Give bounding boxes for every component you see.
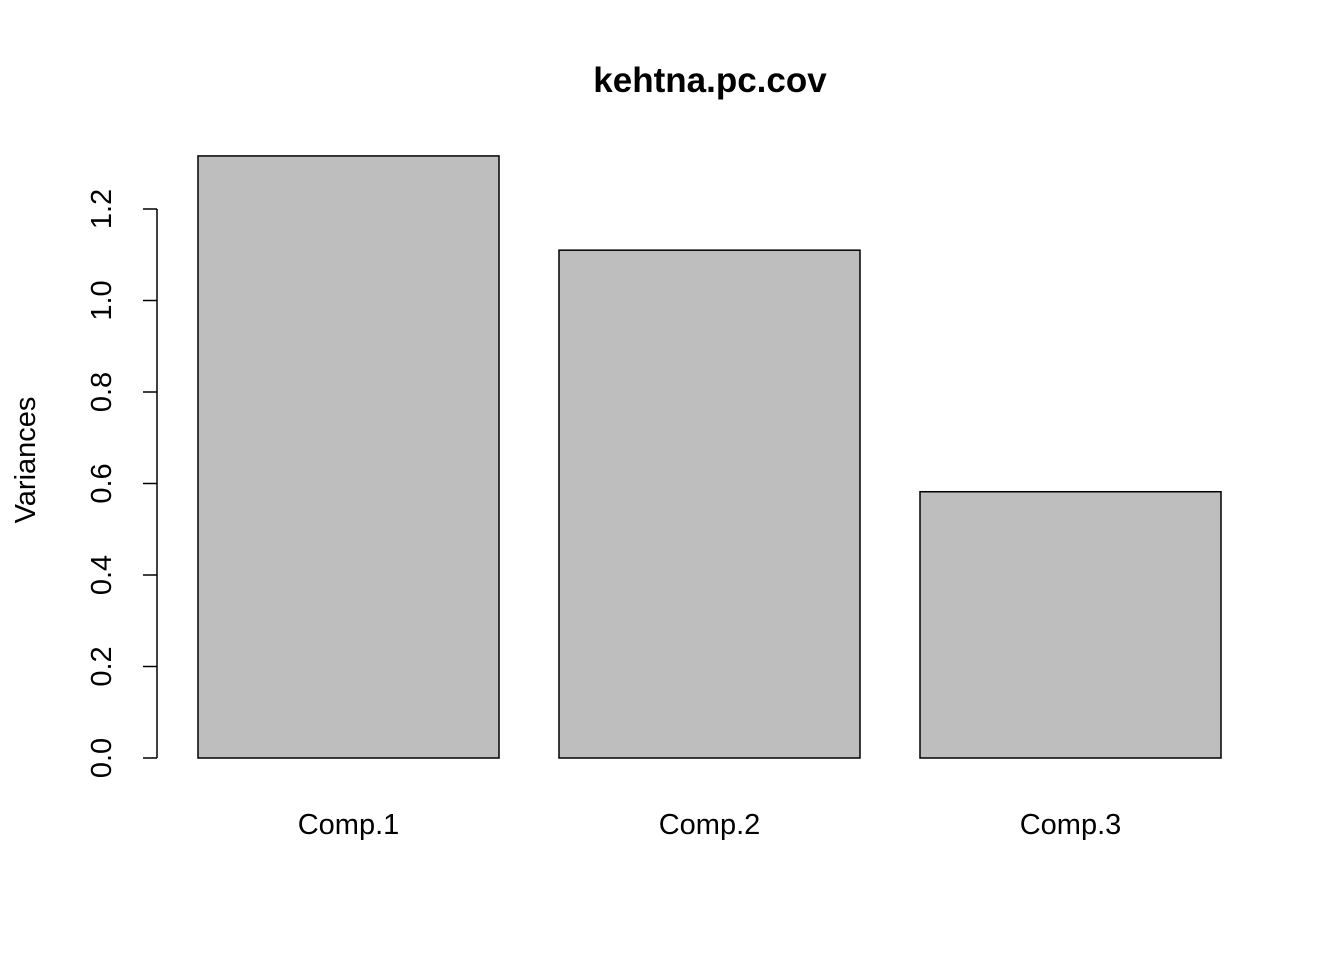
y-tick-label: 1.0 — [86, 280, 118, 320]
y-axis-label: Variances — [10, 397, 42, 524]
x-tick-label: Comp.2 — [659, 809, 761, 841]
bar — [919, 490, 1222, 759]
chart-title: kehtna.pc.cov — [593, 61, 827, 100]
bars — [197, 155, 1222, 759]
x-tick-label: Comp.3 — [1020, 809, 1122, 841]
x-axis-labels: Comp.1 Comp.2 Comp.3 — [298, 809, 1122, 841]
y-tick-label: 1.2 — [86, 189, 118, 229]
y-tick-label: 0.4 — [86, 555, 118, 595]
bar — [558, 249, 861, 759]
y-tick-label: 0.6 — [86, 463, 118, 503]
bar — [197, 155, 500, 759]
y-tick-label: 0.2 — [86, 646, 118, 686]
y-tick-label: 0.0 — [86, 738, 118, 778]
y-axis: 0.0 0.2 0.4 0.6 0.8 1.0 1.2 — [86, 189, 158, 778]
y-tick-label: 0.8 — [86, 372, 118, 412]
x-tick-label: Comp.1 — [298, 809, 400, 841]
